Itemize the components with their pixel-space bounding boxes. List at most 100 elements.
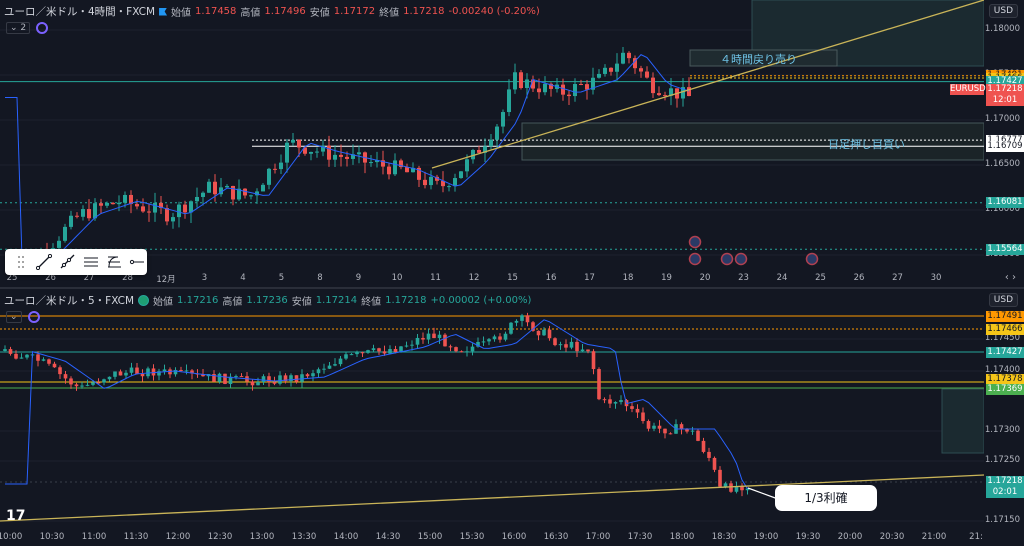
candle-body [93,203,97,219]
trend-line-icon[interactable] [34,252,53,272]
candle-body [549,83,553,89]
drag-handle-icon[interactable] [11,252,30,272]
date-tick: 23 [738,273,749,283]
date-tick: 10 [391,273,403,283]
candle-body [316,369,321,374]
date-tick: 26 [853,273,865,283]
fib-retracement-icon[interactable] [104,252,123,272]
collapse-chevron-icon[interactable]: ⌄ 2 [6,22,31,34]
candle-body [239,376,244,378]
candle-body [579,83,583,85]
candle-body [231,185,235,200]
candle-body [514,320,519,323]
candle-body [327,145,331,160]
date-tick: 5 [278,273,285,283]
time-tick: 19:00 [753,532,779,542]
chart-canvas-4h[interactable] [0,0,1024,289]
candle-body [651,77,655,94]
candle-body [19,357,24,359]
ray-line-icon[interactable] [58,252,77,272]
candle-body [123,194,127,203]
candle-body [96,382,101,384]
candle-body [369,162,373,164]
chart-pane-5m[interactable]: ユーロ／米ドル・5・FXCM 始値 1.17216 高値 1.17236 安値 1.1… [0,289,1024,546]
us-flag-icon [688,235,702,249]
indicator-toggle[interactable]: ⌄ 2 [6,22,49,34]
date-tick: 12 [468,273,480,283]
candle-body [564,344,568,348]
candle-body [602,399,607,401]
collapse-chevron-icon[interactable]: ⌄ [6,311,22,323]
candle-body [225,185,229,188]
candle-body [495,126,499,140]
candle-body [734,486,739,492]
date-tick: 16 [545,273,557,283]
candle-body [190,370,194,374]
candle-body [147,211,151,213]
indicator-ring-icon[interactable] [27,311,40,323]
candle-body [321,145,325,152]
currency-button[interactable]: USD [988,4,1018,18]
candle-body [201,192,205,197]
tradingview-logo-icon[interactable]: 17 [6,508,26,524]
candle-body [498,336,502,340]
price-tag: 1.17369 [986,383,1024,395]
candle-body [327,365,332,369]
chart-pane-4h[interactable]: ユーロ／米ドル・4時間・FXCM 始値 1.17458 高値 1.17496 安値 1… [0,0,1024,304]
candle-body [447,186,451,188]
price-tick: 1.17300 [984,425,1020,435]
candle-body [219,187,223,195]
date-tick: 25 [815,273,826,283]
candle-body [547,329,552,339]
candle-body [501,112,505,127]
pane-divider[interactable] [0,287,1024,290]
parallel-channel-icon[interactable] [81,252,100,272]
candle-body [443,334,447,347]
candle-body [411,167,415,173]
candle-body [429,176,433,186]
price-tag: 1.17491 [986,310,1024,322]
buy-zone-label: 日足押し目買い [828,138,905,151]
time-tick: 15:00 [417,532,443,542]
candle-body [663,95,667,97]
candle-body [63,226,67,241]
symbol-title[interactable]: ユーロ／米ドル・4時間・FXCM [4,6,156,18]
currency-button[interactable]: USD [988,293,1018,307]
candle-body [243,188,247,196]
candle-body [111,202,115,205]
indicator-ring-icon[interactable] [36,22,49,34]
scroll-arrows-icon[interactable]: ‹ › [1004,272,1016,283]
close-value: 1.17218 [385,295,427,306]
candle-body [668,433,673,435]
candle-body [567,94,571,97]
candle-body [525,79,529,89]
horizontal-ray-icon[interactable] [128,252,147,272]
date-tick: 27 [83,273,95,283]
candle-body [553,338,557,346]
candle-body [453,178,457,187]
candle-body [635,408,640,413]
candle-body [435,176,439,181]
time-tick: 16:30 [543,532,569,542]
candle-body [315,151,319,153]
candle-body [575,341,579,352]
candle-body [69,215,73,227]
time-tick: 10:30 [39,532,65,542]
date-tick: 25 [6,273,18,283]
flag-icon [159,7,168,16]
date-tick: 17 [584,273,595,283]
candle-body [375,160,379,163]
chart-canvas-5m[interactable] [0,289,1024,546]
candle-body [250,381,255,386]
indicator-toggle[interactable]: ⌄ [6,311,40,323]
candle-body [213,181,217,195]
candle-body [558,344,563,346]
symbol-title[interactable]: ユーロ／米ドル・5・FXCM [4,295,135,307]
candle-body [483,146,487,153]
candle-body [701,440,706,452]
candle-body [300,374,304,382]
open-value: 1.17458 [195,6,237,17]
drawing-toolbar[interactable] [5,249,147,275]
candle-body [289,375,293,382]
candle-body [459,171,463,179]
